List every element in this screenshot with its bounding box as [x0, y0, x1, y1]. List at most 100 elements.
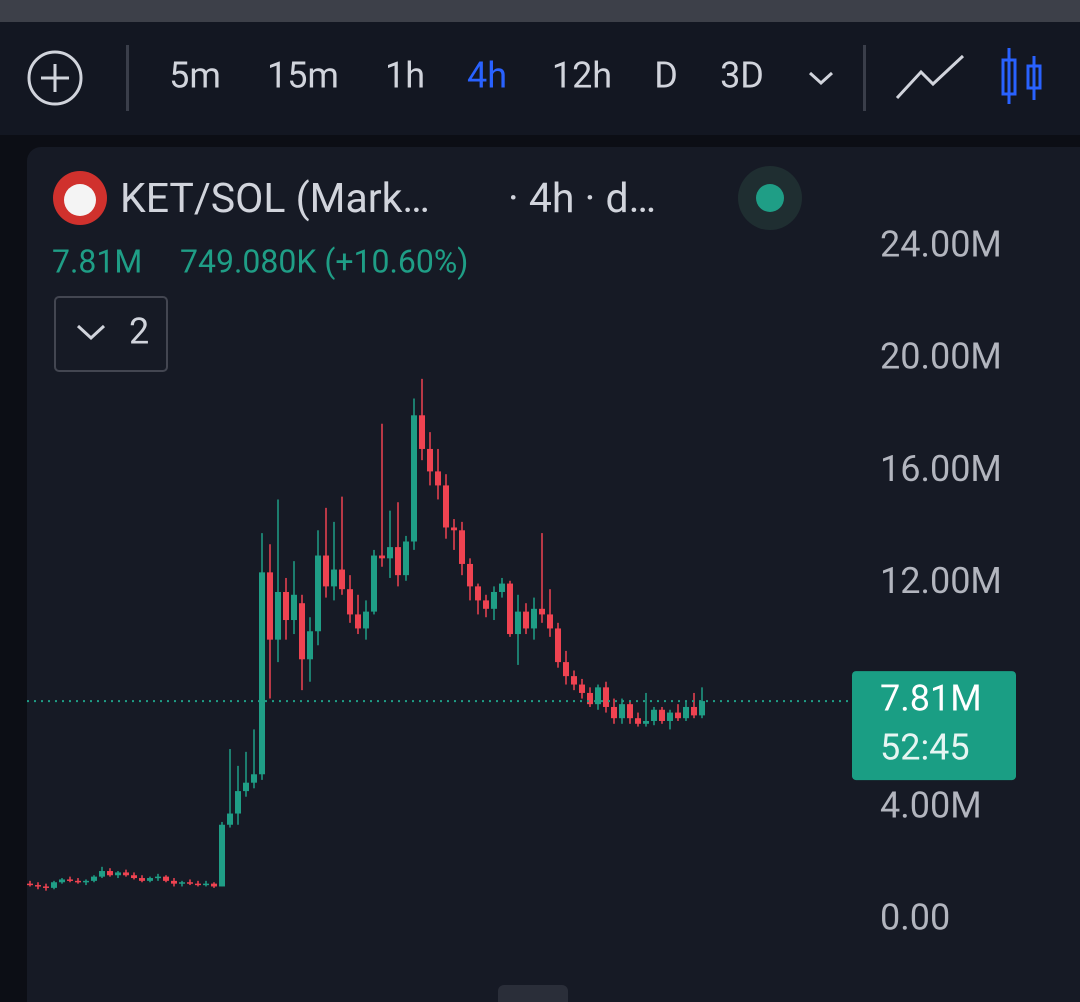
candle-body [667, 712, 673, 721]
candle-body [523, 611, 529, 629]
y-tick-label: 16.00M [880, 448, 1002, 490]
candle-body [51, 882, 57, 888]
candle-body [443, 485, 449, 528]
interval[interactable]: 15m [267, 55, 339, 97]
status-strip [0, 0, 1080, 22]
legend-change: 749.080K (+10.60%) [180, 242, 468, 280]
candle-body [219, 824, 225, 887]
interval[interactable]: 1h [385, 55, 425, 97]
interval[interactable]: 5m [169, 55, 221, 97]
candle-body [315, 555, 321, 632]
candle-body [27, 883, 33, 886]
candle-body [211, 883, 217, 887]
candle-body [379, 555, 385, 559]
price-axis: 0.00 4.00M 12.00M 16.00M 20.00M 24.00M [880, 224, 1002, 939]
candle-body [635, 718, 641, 724]
more-intervals[interactable] [808, 71, 834, 86]
legend-price: 7.81M [52, 242, 142, 280]
candle-body [275, 591, 281, 640]
candle-body [483, 600, 489, 609]
interval[interactable]: 12h [552, 55, 612, 97]
candle-body [475, 586, 481, 601]
candle-body [587, 692, 593, 705]
last-price-label: 7.81M [880, 678, 982, 720]
y-tick-label: 12.00M [880, 560, 1002, 602]
candle-body [539, 608, 545, 615]
interval[interactable]: 4h [467, 55, 507, 97]
candle-body [555, 628, 561, 663]
candle-body [675, 712, 681, 719]
candle-body [283, 591, 289, 621]
candle-body [499, 583, 505, 592]
candle-body [651, 709, 657, 721]
candle-body [323, 555, 329, 587]
candle-body [507, 583, 513, 635]
candle-body [107, 871, 113, 876]
candle-body [699, 701, 705, 716]
candle-body [203, 883, 209, 886]
candle-body [691, 706, 697, 716]
candle-body [163, 876, 169, 881]
candle-body [83, 880, 89, 883]
separator [126, 45, 129, 111]
candle-body [331, 569, 337, 587]
candle-body [531, 608, 537, 629]
candle-body [571, 676, 577, 685]
candle-body [259, 572, 265, 775]
chevron [76, 324, 106, 341]
countdown: 52:45 [880, 727, 970, 769]
candle-chart-button[interactable] [1001, 48, 1042, 104]
candle-body [411, 415, 417, 542]
candle-body [43, 886, 49, 888]
candle-body [155, 876, 161, 879]
candle-body [547, 614, 553, 629]
candle-body [435, 471, 441, 486]
candle-body [451, 527, 457, 531]
plot [27, 378, 705, 891]
interval[interactable]: D [654, 55, 678, 97]
candle-body [75, 880, 81, 883]
candle-body [515, 611, 521, 635]
candle-body [115, 872, 121, 876]
candle-body [563, 662, 569, 677]
candle-body [579, 684, 585, 693]
candle-body [179, 882, 185, 884]
symbol-meta: · 4h · d… [508, 175, 656, 223]
line-chart-button[interactable] [895, 54, 965, 100]
candle-body [387, 547, 393, 559]
candle-body [491, 591, 497, 609]
candle-body [35, 885, 41, 887]
interval[interactable]: 3D [720, 55, 764, 97]
y-tick-label: 0.00 [880, 897, 950, 939]
candle-body [611, 706, 617, 719]
indicator-toggle[interactable] [54, 296, 168, 372]
candle-body [355, 614, 361, 629]
candle-body [347, 589, 353, 615]
toolbar [0, 22, 1080, 135]
candle-body [291, 594, 297, 621]
candle-body [59, 879, 65, 883]
candle-body [627, 704, 633, 719]
candle-body [243, 782, 249, 792]
candle-body [603, 687, 609, 707]
candle-body [171, 880, 177, 884]
add-button[interactable] [27, 50, 83, 106]
token-logo-face [64, 184, 96, 216]
candle-body [363, 611, 369, 629]
candle-body [267, 572, 273, 640]
candle-body [91, 876, 97, 881]
candle-body [371, 555, 377, 612]
candle-body [619, 704, 625, 719]
candle-body [459, 530, 465, 564]
candle-body [187, 882, 193, 884]
indicator-count: 2 [129, 311, 149, 353]
candle-body [595, 687, 601, 705]
chart-panel [27, 147, 1080, 1002]
candle-body [123, 872, 129, 876]
candle-body [235, 791, 241, 814]
candle-body [339, 569, 345, 590]
candle-body [139, 878, 145, 881]
add-icon [41, 64, 69, 92]
candle-body [683, 706, 689, 719]
